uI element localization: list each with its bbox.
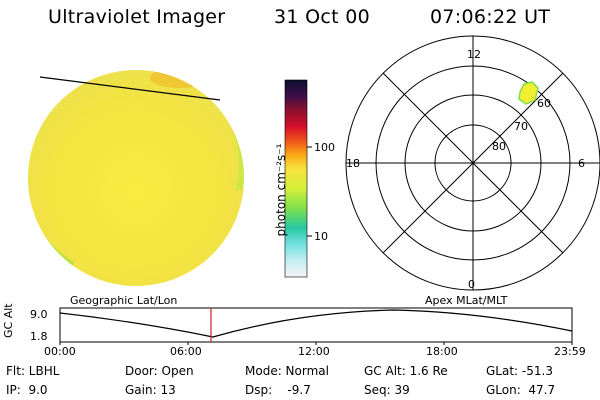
timeline-tick-2359: 23:59: [554, 345, 586, 358]
observation-time: 07:06:22 UT: [430, 6, 551, 28]
lat-80-label: 80: [492, 140, 506, 153]
mlt-18-label: 18: [346, 157, 360, 170]
instrument-title: Ultraviolet Imager: [48, 6, 226, 28]
mlt-0-label: 0: [468, 278, 475, 291]
colorbar-tick-10: 10: [314, 230, 328, 243]
mode-info: Mode: Normal: [245, 364, 329, 378]
mlt-12-label: 12: [467, 48, 481, 61]
altitude-curve: [59, 309, 573, 338]
observation-date: 31 Oct 00: [274, 6, 370, 28]
lat-60-label: 60: [537, 97, 551, 110]
timeline-tick-1200: 12:00: [298, 345, 330, 358]
seq-info: Seq: 39: [364, 383, 410, 397]
timeline-tick-1800: 18:00: [426, 345, 458, 358]
glon-info: GLon: 47.7: [486, 383, 556, 397]
door-info: Door: Open: [125, 364, 194, 378]
timeline-tick-0600: 06:00: [170, 345, 202, 358]
timeline-y-top: 9.0: [30, 308, 48, 321]
timeline-tick-0000: 00:00: [44, 345, 76, 358]
timeline-right-title: Apex MLat/MLT: [425, 294, 508, 307]
colorbar-tick-100: 100: [314, 141, 335, 154]
timeline-y-bottom: 1.8: [30, 330, 48, 343]
ip-info: IP: 9.0: [6, 383, 48, 397]
terminator-line: [39, 76, 221, 101]
filter-info: Flt: LBHL: [6, 364, 60, 378]
timeline-left-title: Geographic Lat/Lon: [70, 294, 178, 307]
gain-info: Gain: 13: [125, 383, 176, 397]
glat-info: GLat: -51.3: [486, 364, 553, 378]
auroral-patch: [518, 81, 539, 105]
lat-70-label: 70: [514, 120, 528, 133]
dsp-info: Dsp: -9.7: [245, 383, 311, 397]
gc-alt-info: GC Alt: 1.6 Re: [364, 364, 448, 378]
mlt-6-label: 6: [578, 157, 585, 170]
